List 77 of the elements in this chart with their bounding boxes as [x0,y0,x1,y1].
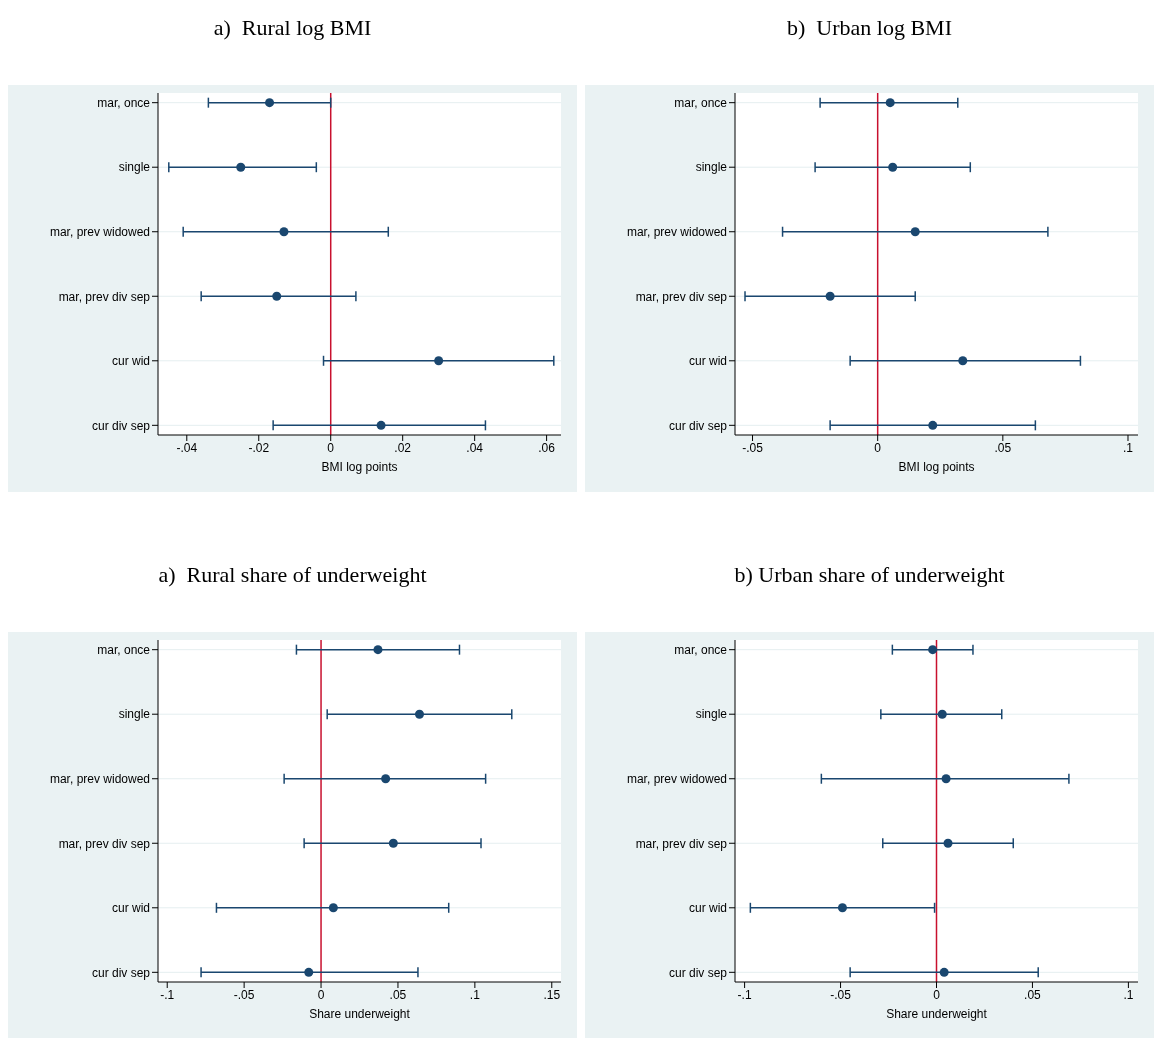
x-axis-title: Share underweight [309,1007,411,1021]
point [376,420,386,430]
x-tick-label: .06 [538,440,556,455]
y-tick-label: mar, prev div sep [58,289,151,304]
y-tick-label: single [118,160,151,175]
y-tick-label: cur div sep [91,418,151,433]
x-tick-label: 0 [317,987,325,1002]
point [837,903,847,913]
point [958,356,968,366]
point [928,645,938,655]
chart-title: b) Urban share of underweight [733,561,1006,589]
point [328,903,338,913]
point [937,709,947,719]
x-tick-label: .05 [1024,987,1042,1002]
y-tick-label: mar, once [97,642,151,657]
point [941,774,951,784]
y-tick-label: mar, once [97,95,151,110]
x-axis-title: Share underweight [886,1007,988,1021]
y-tick-label: cur div sep [668,965,728,980]
chart-title: a) Rural log BMI [212,14,373,42]
y-tick-label: single [695,707,728,722]
y-tick-label: mar, prev widowed [49,225,150,239]
x-tick-label: -.05 [233,987,255,1002]
point [434,356,444,366]
chart-title: a) Rural share of underweight [157,561,428,589]
point [272,291,282,301]
x-tick-label: -.1 [737,987,752,1002]
x-tick-label: .1 [1122,440,1134,455]
x-tick-label: .1 [1123,987,1134,1002]
point [943,838,953,848]
y-tick-label: mar, prev widowed [49,772,150,786]
x-axis-title: BMI log points [321,460,398,474]
y-tick-label: single [118,707,151,722]
point [388,838,398,848]
point [928,420,938,430]
y-tick-label: cur wid [111,901,150,916]
x-tick-label: 0 [874,440,882,455]
x-tick-label: .02 [394,440,412,455]
y-tick-label: mar, once [674,95,728,110]
x-tick-label: 0 [327,440,335,455]
x-tick-label: -.1 [160,987,175,1002]
y-tick-label: cur wid [111,354,150,369]
y-tick-label: mar, once [674,642,728,657]
y-tick-label: mar, prev widowed [626,225,727,239]
x-tick-label: .15 [543,987,561,1002]
y-tick-label: mar, prev div sep [635,836,728,851]
chart-title: b) Urban log BMI [786,14,953,42]
x-tick-label: .1 [469,987,481,1002]
y-tick-label: cur wid [688,354,727,369]
x-tick-label: .04 [466,440,484,455]
x-tick-label: 0 [933,987,941,1002]
point [910,227,920,237]
x-tick-label: -.02 [248,440,270,455]
y-tick-label: mar, prev widowed [626,772,727,786]
point [265,98,275,108]
point [414,709,424,719]
point [304,967,314,977]
point [939,967,949,977]
point [381,774,391,784]
point [373,645,383,655]
x-tick-label: .05 [389,987,407,1002]
point [885,98,895,108]
y-tick-label: single [695,160,728,175]
point [888,162,898,172]
x-tick-label: -.05 [742,440,764,455]
point [236,162,246,172]
x-tick-label: -.04 [176,440,198,455]
y-tick-label: mar, prev div sep [58,836,151,851]
y-tick-label: cur div sep [668,418,728,433]
point [825,291,835,301]
y-tick-label: cur wid [688,901,727,916]
y-tick-label: mar, prev div sep [635,289,728,304]
point [279,227,289,237]
x-tick-label: -.05 [830,987,852,1002]
x-axis-title: BMI log points [898,460,975,474]
y-tick-label: cur div sep [91,965,151,980]
x-tick-label: .05 [994,440,1012,455]
